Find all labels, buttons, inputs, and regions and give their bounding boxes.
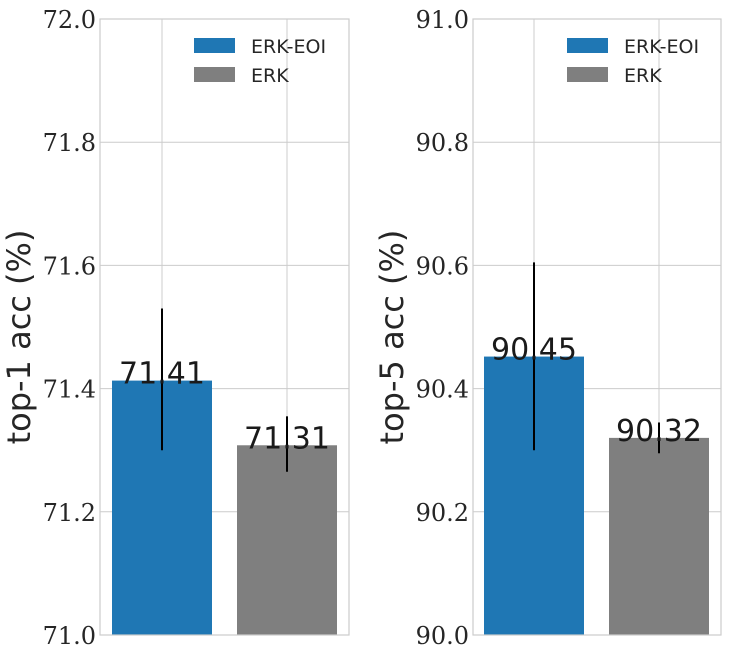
- legend-label: ERK: [624, 65, 662, 87]
- y-axis-label: top-5 acc (%): [373, 230, 411, 445]
- legend-swatch-erk-eoi: [567, 38, 608, 53]
- legend-label: ERK: [251, 65, 289, 87]
- y-tick-label: 71.0: [43, 622, 96, 650]
- y-tick-label: 90.0: [416, 622, 469, 650]
- legend-swatch-erk-eoi: [194, 38, 235, 53]
- y-tick-label: 90.8: [416, 129, 469, 157]
- bar-erk: [237, 445, 337, 635]
- axes-frame: [99, 18, 350, 636]
- legend-swatch-erk: [194, 67, 235, 82]
- data-label: 71.41: [119, 357, 205, 392]
- y-tick-label: 90.2: [416, 499, 469, 527]
- y-tick-label: 71.8: [43, 129, 96, 157]
- axes-frame: [472, 18, 722, 636]
- y-tick-label: 91.0: [416, 6, 469, 34]
- legend-swatch-erk: [567, 67, 608, 82]
- chart-panel-2: 90.0 90.2 90.4 90.6 90.8 91.0 90.45 90.32 top-5 …: [373, 6, 722, 650]
- legend: ERK-EOI ERK: [567, 36, 699, 87]
- legend-label: ERK-EOI: [251, 36, 326, 58]
- legend: ERK-EOI ERK: [194, 36, 326, 87]
- legend-label: ERK-EOI: [624, 36, 699, 58]
- y-tick-label: 72.0: [43, 6, 96, 34]
- data-label: 71.31: [244, 421, 330, 456]
- data-label: 90.45: [491, 333, 577, 368]
- y-tick-label: 90.6: [416, 252, 469, 280]
- y-tick-label: 90.4: [416, 376, 469, 404]
- chart-panel-1: 71.0 71.2 71.4 71.6 71.8 72.0 71.41 71.31 top-1 …: [0, 6, 350, 650]
- y-tick-label: 71.6: [43, 252, 96, 280]
- bar-erk: [609, 437, 709, 635]
- y-tick-label: 71.4: [43, 376, 96, 404]
- y-axis-label: top-1 acc (%): [0, 230, 38, 445]
- data-label: 90.32: [616, 414, 702, 449]
- y-tick-label: 71.2: [43, 499, 96, 527]
